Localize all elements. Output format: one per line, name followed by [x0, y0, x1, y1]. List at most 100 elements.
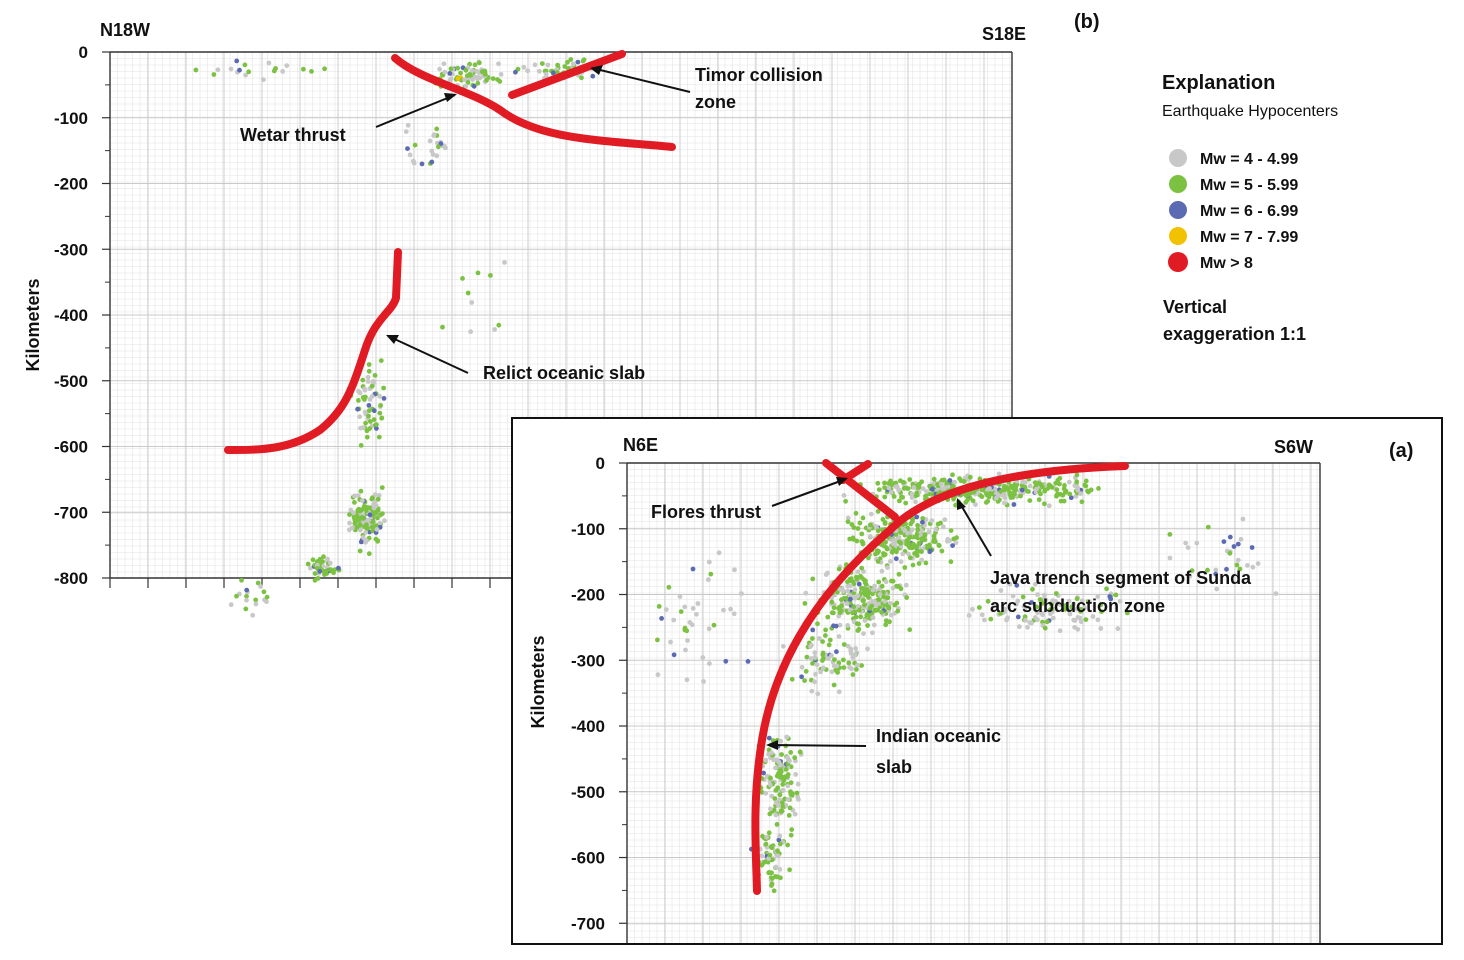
hypocenter-point — [853, 510, 859, 516]
hypocenter-point — [239, 577, 244, 583]
hypocenter-point — [364, 522, 369, 528]
hypocenter-point — [994, 495, 999, 501]
hypocenter-point — [784, 755, 790, 760]
hypocenter-point — [255, 580, 261, 586]
hypocenter-point — [352, 520, 358, 526]
hypocenter-point — [766, 870, 772, 875]
hypocenter-point — [924, 489, 929, 494]
hypocenter-point — [370, 519, 376, 525]
hypocenter-point — [1042, 488, 1048, 494]
hypocenter-point — [896, 487, 901, 493]
flores-thrust-line-branch — [839, 460, 872, 484]
hypocenter-point — [769, 750, 774, 756]
hypocenter-point — [1088, 487, 1094, 493]
hypocenter-point — [884, 595, 890, 601]
hypocenter-point — [855, 526, 861, 531]
hypocenter-point — [767, 782, 773, 788]
hypocenter-point — [1060, 492, 1066, 498]
hypocenter-point — [810, 627, 816, 633]
hypocenter-point — [996, 471, 1002, 477]
hypocenter-point — [472, 62, 478, 68]
hypocenter-point — [951, 496, 956, 502]
hypocenter-point — [1098, 626, 1104, 631]
hypocenter-point — [829, 599, 835, 605]
hypocenter-point — [953, 540, 959, 546]
hypocenter-point — [348, 507, 354, 513]
hypocenter-point — [351, 515, 357, 520]
y-tick-label: -800 — [54, 569, 88, 588]
hypocenter-point — [469, 68, 475, 73]
hypocenter-point — [904, 595, 910, 600]
hypocenter-point — [347, 520, 352, 526]
annotation-indian-line1: Indian oceanic — [876, 726, 1001, 746]
hypocenter-point — [837, 587, 843, 592]
hypocenter-point — [809, 688, 815, 694]
hypocenter-point — [1221, 539, 1227, 544]
hypocenter-point — [850, 672, 856, 677]
hypocenter-point — [883, 622, 889, 628]
hypocenter-point — [1020, 479, 1026, 485]
y-tick-label: -500 — [571, 783, 605, 802]
hypocenter-point — [1238, 536, 1244, 542]
hypocenter-point — [852, 652, 858, 658]
hypocenter-point — [365, 374, 371, 380]
hypocenter-point — [933, 527, 939, 533]
hypocenter-point — [859, 663, 864, 668]
hypocenter-point — [845, 519, 851, 525]
hypocenter-point — [475, 270, 481, 276]
hypocenter-point — [893, 484, 899, 489]
hypocenter-point — [966, 613, 972, 618]
hypocenter-point — [728, 606, 733, 612]
hypocenter-point — [814, 662, 820, 668]
hypocenter-point — [854, 621, 860, 627]
hypocenter-point — [314, 559, 320, 565]
hypocenter-point — [913, 499, 918, 505]
y-tick-label: -400 — [54, 306, 88, 325]
hypocenter-point — [939, 481, 944, 487]
hypocenter-point — [372, 373, 378, 378]
hypocenter-point — [812, 655, 818, 660]
hypocenter-point — [716, 550, 722, 556]
legend-marker — [1169, 227, 1187, 245]
hypocenter-point — [884, 546, 890, 552]
hypocenter-point — [366, 368, 372, 374]
hypocenter-point — [357, 548, 363, 554]
hypocenter-point — [448, 76, 454, 82]
hypocenter-point — [827, 637, 833, 643]
hypocenter-point — [839, 597, 844, 603]
hypocenter-point — [1053, 591, 1059, 596]
hypocenter-point — [309, 69, 314, 74]
hypocenter-point — [440, 324, 445, 330]
hypocenter-point — [1042, 501, 1047, 507]
hypocenter-point — [867, 534, 873, 539]
hypocenter-point — [796, 797, 801, 802]
hypocenter-point — [875, 480, 881, 486]
hypocenter-point — [780, 774, 786, 780]
hypocenter-point — [831, 663, 837, 669]
hypocenter-point — [682, 604, 688, 610]
hypocenter-point — [1095, 617, 1101, 623]
hypocenter-point — [373, 536, 379, 542]
hypocenter-point — [835, 670, 840, 675]
hypocenter-point — [376, 434, 382, 440]
hypocenter-point — [979, 612, 985, 618]
hypocenter-point — [979, 494, 985, 500]
hypocenter-point — [706, 577, 711, 583]
hypocenter-point — [845, 623, 851, 628]
hypocenter-point — [766, 830, 772, 836]
hypocenter-point — [460, 276, 465, 281]
hypocenter-point — [1099, 609, 1104, 614]
hypocenter-point — [1066, 598, 1072, 604]
hypocenter-point — [1104, 586, 1109, 592]
hypocenter-point — [992, 486, 998, 492]
hypocenter-point — [862, 602, 867, 608]
hypocenter-point — [678, 609, 684, 614]
hypocenter-point — [1250, 564, 1256, 570]
hypocenter-point — [768, 775, 773, 781]
hypocenter-point — [970, 606, 975, 612]
hypocenter-point — [916, 561, 922, 566]
hypocenter-point — [985, 598, 991, 604]
hypocenter-point — [463, 67, 469, 73]
hypocenter-point — [1095, 594, 1101, 599]
